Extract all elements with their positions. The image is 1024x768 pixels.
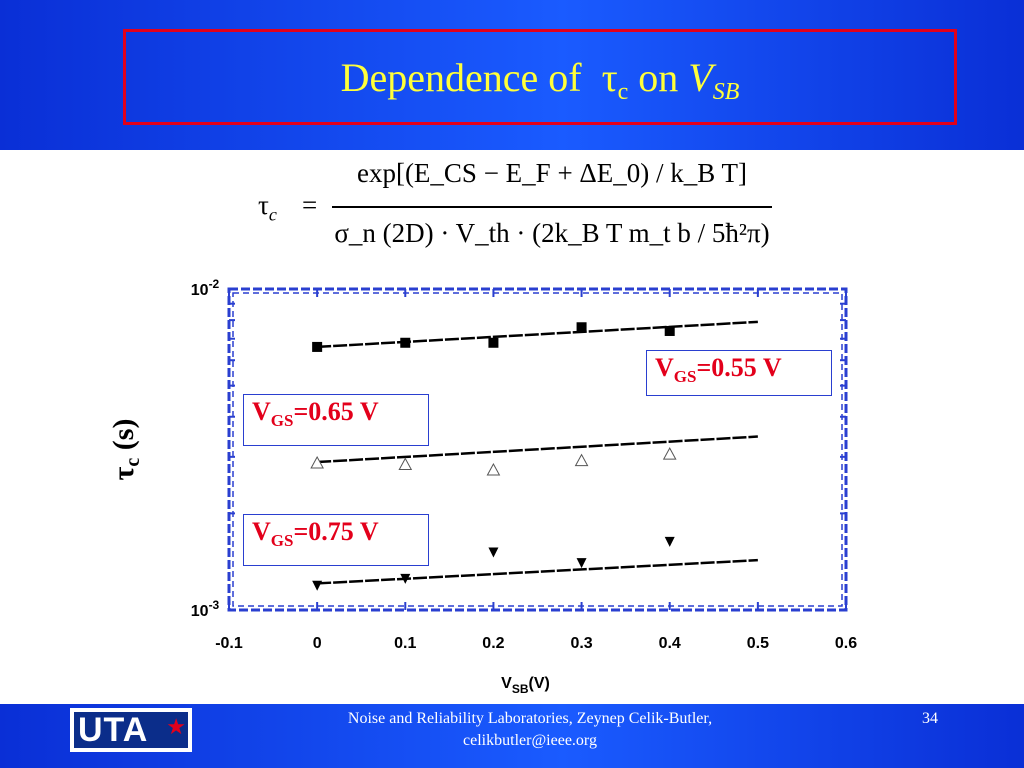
legend-vgs-065: VGS=0.65 V (243, 394, 429, 446)
point-series-2-1 (400, 573, 411, 584)
legend-065-v: V (252, 397, 271, 426)
formula-lhs-sub: c (268, 204, 277, 225)
legend-065-value: =0.65 V (293, 397, 379, 426)
x-tick-label-4: 0.3 (570, 635, 592, 652)
title-tau: τ (601, 55, 618, 100)
title-v-sub: SB (712, 79, 740, 105)
footer-line-2: celikbutler@ieee.org (463, 732, 597, 749)
point-series-0-0 (312, 341, 323, 352)
point-series-2-2 (488, 547, 499, 558)
point-series-0-2 (488, 337, 499, 348)
title-v: V (688, 55, 713, 100)
x-tick-label-2: 0.1 (394, 635, 416, 652)
legend-075-sub: GS (270, 531, 294, 551)
legend-vgs-075: VGS=0.75 V (243, 514, 429, 566)
plot-frame (227, 287, 848, 612)
point-series-1-0 (310, 455, 324, 469)
formula-lhs-tau: τ (258, 190, 269, 220)
point-series-1-3 (574, 453, 589, 467)
footer-credit: Noise and Reliability Laboratories, Zeyn… (270, 708, 790, 752)
formula-lhs: τc (258, 190, 277, 225)
point-series-1-1 (398, 457, 413, 470)
y-axis-label: τc (s) (107, 419, 144, 481)
x-axis-label: VSB(V) (501, 675, 550, 696)
title-prefix: Dependence of (340, 55, 582, 100)
tau-vs-vsb-chart: -0.1 0 0.1 0.2 0.3 0.4 0.5 0.6 10-2 10-3 VSB(V) τc … (107, 277, 857, 696)
point-series-0-1 (400, 337, 411, 348)
uta-logo: UTA ★ (70, 708, 192, 752)
star-icon: ★ (166, 714, 186, 739)
footer-line-1: Noise and Reliability Laboratories, Zeyn… (347, 710, 713, 727)
title-frame: Dependence of τc on VSB (123, 29, 957, 125)
legend-055-v: V (655, 353, 674, 382)
x-tick-label-0: -0.1 (215, 635, 243, 652)
point-series-1-4 (662, 447, 677, 460)
point-series-0-4 (664, 325, 675, 336)
x-tick-label-5: 0.4 (659, 635, 681, 652)
fit-line-series-0 (317, 320, 758, 349)
x-tick-label-3: 0.2 (482, 635, 504, 652)
point-series-2-3 (576, 558, 587, 569)
title-tau-sub: c (617, 79, 629, 105)
plot-frame-inner (232, 292, 843, 607)
y-tick-label-1: 10-3 (191, 598, 220, 620)
x-tick-label-6: 0.5 (747, 635, 769, 652)
point-series-2-4 (664, 536, 675, 547)
legend-055-value: =0.55 V (696, 353, 782, 382)
x-tick-label-7: 0.6 (835, 635, 857, 652)
formula-numerator: exp[(E_CS − E_F + ΔE_0) / k_B T] (356, 158, 748, 188)
legend-vgs-055: VGS=0.55 V (646, 350, 832, 396)
formula-fraction-bar (332, 206, 772, 208)
tau-formula: τc = exp[(E_CS − E_F + ΔE_0) / k_B T] σ_… (250, 152, 810, 262)
slide-title: Dependence of τc on VSB (126, 54, 954, 116)
legend-065-sub: GS (270, 411, 294, 431)
y-tick-label-0: 10-2 (191, 277, 220, 299)
uta-logo-text: UTA (74, 712, 188, 748)
legend-055-sub: GS (673, 367, 697, 387)
page-number: 34 (922, 710, 938, 727)
title-on: on (638, 55, 679, 100)
point-series-1-2 (486, 462, 501, 476)
header-band (0, 0, 1024, 150)
x-tick-label-1: 0 (313, 635, 322, 652)
formula-equals: = (302, 190, 318, 220)
legend-075-v: V (252, 517, 271, 546)
point-series-2-0 (312, 580, 323, 591)
fit-line-series-2 (317, 558, 758, 585)
legend-075-value: =0.75 V (293, 517, 379, 546)
formula-denominator: σ_n (2D) · V_th · (2k_B T m_t b / 5ħ²π) (334, 218, 770, 248)
fit-line-series-1 (317, 435, 758, 464)
point-series-0-3 (576, 322, 587, 333)
